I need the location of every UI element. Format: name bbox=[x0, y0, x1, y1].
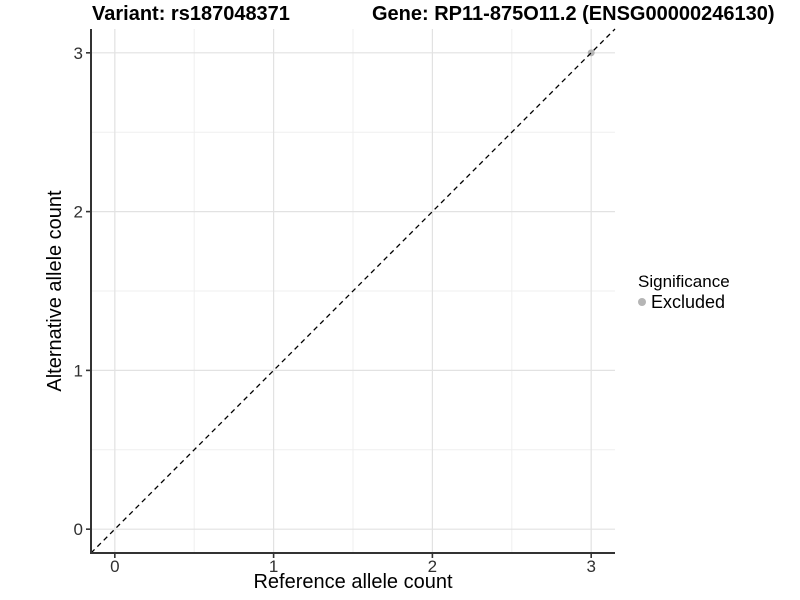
legend-item-label: Excluded bbox=[651, 292, 726, 312]
gene-title: Gene: RP11-875O11.2 (ENSG00000246130) bbox=[372, 3, 775, 25]
variant-title: Variant: rs187048371 bbox=[92, 3, 290, 25]
x-tick-label: 1 bbox=[269, 557, 278, 576]
x-tick-label: 2 bbox=[428, 557, 437, 576]
x-tick-label: 0 bbox=[110, 557, 119, 576]
y-tick-label: 1 bbox=[74, 361, 83, 380]
legend: Significance Excluded bbox=[638, 271, 730, 312]
legend-item-excluded: Excluded bbox=[638, 292, 730, 312]
y-axis-title: Alternative allele count bbox=[44, 190, 66, 392]
y-tick-label: 2 bbox=[74, 203, 83, 222]
excluded-point-icon bbox=[638, 298, 646, 306]
identity-reference-line bbox=[90, 28, 616, 554]
x-tick-label: 3 bbox=[586, 557, 595, 576]
y-tick-label: 3 bbox=[74, 44, 83, 63]
y-tick-label: 0 bbox=[74, 520, 83, 539]
x-axis-title: Reference allele count bbox=[253, 571, 453, 593]
legend-title: Significance bbox=[638, 272, 730, 291]
